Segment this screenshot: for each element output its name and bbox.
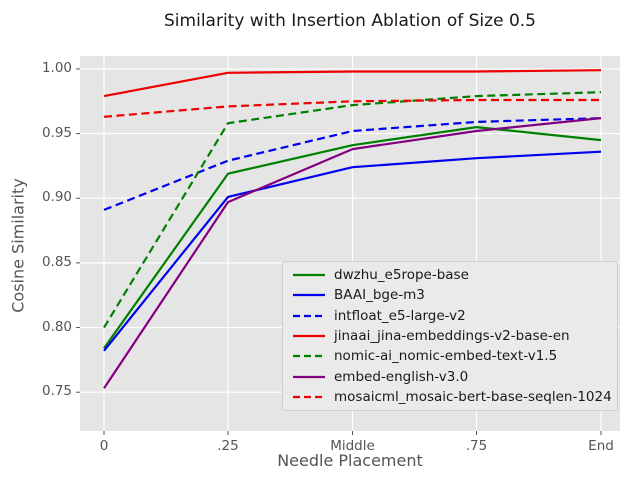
series-line: [103, 69, 602, 98]
y-tick-label: 1.00: [41, 59, 72, 76]
legend: dwzhu_e5rope-base BAAI_bge-m3 intfloat_e…: [282, 261, 618, 411]
legend-line-sample: [293, 314, 325, 317]
legend-item: nomic-ai_nomic-embed-text-v1.5: [291, 346, 609, 366]
y-tick-label: 0.85: [41, 253, 72, 270]
series-line: [103, 125, 602, 349]
y-tick-label: 0.95: [41, 124, 72, 141]
x-axis-label: Needle Placement: [277, 451, 423, 470]
legend-line-sample: [293, 375, 325, 378]
legend-line-sample: [293, 395, 325, 398]
series-line: [103, 91, 602, 329]
x-tick-label: Middle: [330, 438, 375, 454]
y-tick-label: 0.75: [41, 383, 72, 400]
legend-item-label: mosaicml_mosaic-bert-base-seqlen-1024: [334, 388, 612, 405]
legend-item: jinaai_jina-embeddings-v2-base-en: [291, 326, 609, 346]
series-line: [103, 117, 602, 389]
chart-title: Similarity with Insertion Ablation of Si…: [164, 11, 536, 31]
legend-item-label: jinaai_jina-embeddings-v2-base-en: [334, 327, 570, 344]
legend-item: BAAI_bge-m3: [291, 285, 609, 305]
series-line: [103, 117, 602, 211]
legend-line-sample: [293, 294, 325, 297]
x-tick-label: End: [588, 438, 614, 454]
y-tick-label: 0.80: [41, 318, 72, 335]
legend-item-label: embed-english-v3.0: [334, 368, 469, 385]
tick-marks: [76, 68, 602, 435]
legend-line-sample: [293, 334, 325, 338]
legend-item-label: intfloat_e5-large-v2: [334, 307, 466, 324]
legend-line-sample: [293, 355, 325, 358]
y-tick-label: 0.90: [41, 189, 72, 206]
series-line: [103, 150, 602, 352]
x-tick-label: .75: [465, 438, 488, 454]
legend-item-label: BAAI_bge-m3: [334, 287, 425, 304]
legend-item-label: dwzhu_e5rope-base: [334, 267, 469, 284]
series-line: [103, 98, 601, 118]
x-tick-label: .25: [217, 438, 239, 454]
legend-item: mosaicml_mosaic-bert-base-seqlen-1024: [291, 387, 612, 407]
legend-item: embed-english-v3.0: [291, 367, 609, 387]
series-lines: [103, 69, 602, 389]
legend-line-sample: [293, 274, 325, 277]
legend-item: intfloat_e5-large-v2: [291, 306, 609, 326]
x-tick-label: 0: [99, 438, 109, 454]
y-axis-label: Cosine Similarity: [8, 178, 28, 313]
legend-item: dwzhu_e5rope-base: [291, 265, 609, 285]
legend-item-label: nomic-ai_nomic-embed-text-v1.5: [334, 348, 558, 365]
